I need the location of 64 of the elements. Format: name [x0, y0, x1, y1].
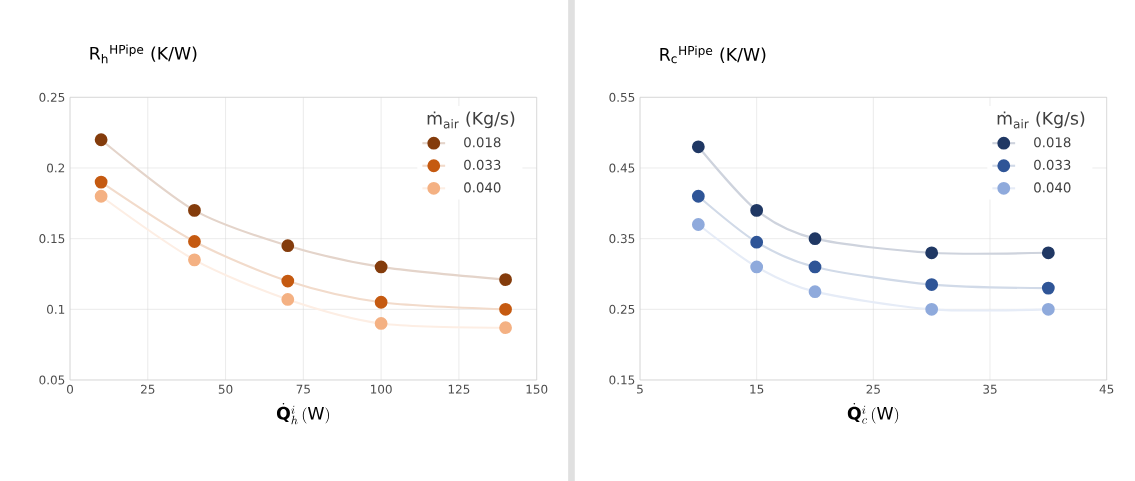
legend-title: ṁ$_{air}$ (Kg/s)	[427, 111, 515, 129]
y-axis-title: R$_{h}$$^{HPipe}$ (K/W)	[90, 44, 197, 64]
y-tick-label: 0.35	[609, 234, 635, 244]
y-tick-label: 0.25	[39, 92, 65, 102]
x-tick-label: 25	[141, 384, 155, 394]
x-tick-label: 45	[1099, 384, 1114, 394]
point	[188, 235, 201, 248]
point	[499, 302, 512, 316]
point	[750, 260, 764, 274]
y-axis-title: R$_{c}$$^{HPipe}$ (K/W)	[660, 45, 766, 64]
x-tick-label: 5	[637, 384, 643, 394]
point	[691, 140, 705, 154]
x-tick-label: 100	[370, 384, 392, 394]
point	[925, 302, 939, 316]
point	[374, 295, 388, 309]
x-tick-label: 35	[983, 384, 997, 394]
point	[1041, 302, 1055, 316]
point	[691, 189, 705, 203]
y-tick-label: 0.05	[39, 375, 65, 385]
legend-label: 0.040	[1034, 182, 1071, 193]
legend-label: 0.040	[464, 182, 501, 193]
x-tick-label: 0	[66, 384, 74, 394]
x-tick-label: 25	[866, 384, 880, 394]
point	[1041, 246, 1055, 260]
point	[94, 189, 108, 203]
y-tick-label: 0.1	[47, 304, 65, 314]
legend-label: 0.033	[1034, 159, 1071, 170]
point	[94, 133, 108, 147]
point	[374, 260, 388, 274]
x-axis-title: $\dot{\mathbf{Q}}_{h}^{i}\,\mathrm{(W)}$	[276, 402, 330, 425]
point	[188, 253, 201, 267]
point	[808, 260, 822, 274]
x-tick-label: 15	[750, 384, 764, 394]
x-axis-title: $\dot{\mathbf{Q}}_{c}^{i}\,\mathrm{(W)}$	[847, 402, 899, 424]
y-tick-label: 0.15	[609, 375, 635, 385]
legend-label: 0.018	[464, 137, 501, 148]
point	[281, 274, 295, 288]
point	[808, 232, 822, 246]
point	[808, 285, 822, 299]
point	[750, 203, 764, 217]
point	[691, 218, 705, 231]
point	[281, 293, 295, 306]
point	[925, 246, 939, 260]
y-tick-label: 0.15	[39, 234, 65, 244]
point	[188, 203, 201, 217]
point	[499, 273, 512, 287]
x-tick-label: 125	[448, 384, 470, 394]
y-tick-label: 0.2	[47, 163, 65, 173]
point	[499, 321, 512, 335]
y-tick-label: 0.45	[609, 163, 635, 173]
point	[925, 278, 939, 291]
x-tick-label: 50	[218, 384, 233, 394]
point	[281, 239, 295, 253]
x-tick-label: 75	[296, 384, 310, 394]
point	[750, 235, 764, 249]
y-tick-label: 0.25	[609, 304, 635, 314]
point	[1041, 281, 1055, 295]
point	[94, 175, 108, 189]
legend-label: 0.033	[464, 159, 501, 170]
legend-title: ṁ$_{air}$ (Kg/s)	[997, 111, 1085, 129]
y-tick-label: 0.55	[609, 92, 635, 102]
point	[374, 317, 388, 330]
x-tick-label: 150	[526, 384, 548, 394]
legend-label: 0.018	[1034, 137, 1071, 148]
